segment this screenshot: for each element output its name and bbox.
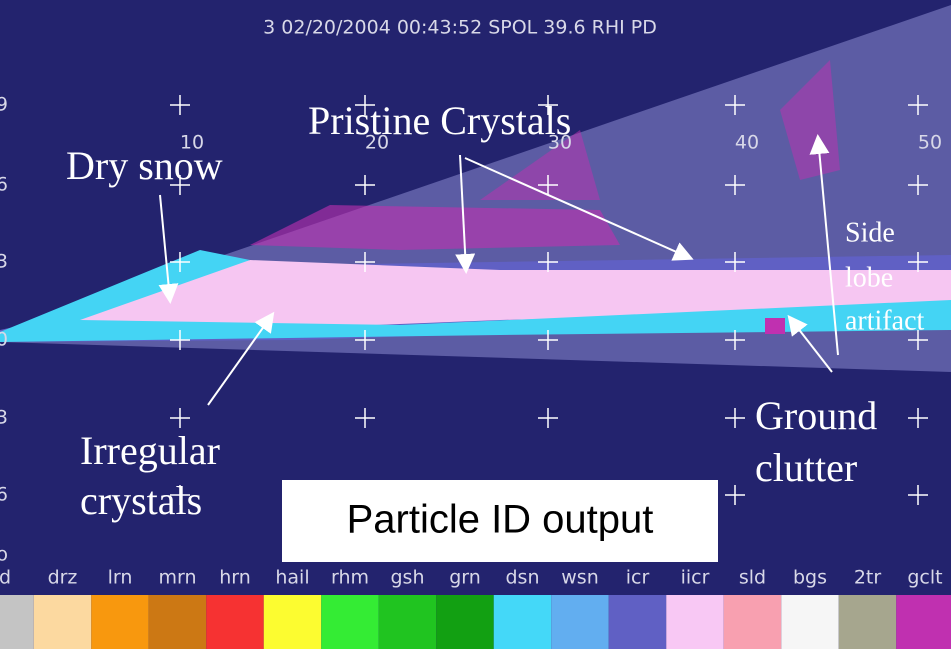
x-label: 50 (918, 132, 942, 154)
annotation: crystals (80, 478, 202, 523)
legend-label: dsn (505, 567, 539, 589)
box-text: Particle ID output (347, 498, 654, 542)
x-label: 40 (735, 132, 759, 154)
clutter (765, 318, 785, 334)
legend-label: gclt (907, 567, 942, 589)
legend-swatch (264, 595, 322, 649)
legend-swatch (896, 595, 951, 649)
legend-label: rhm (331, 567, 369, 589)
x-label: 30 (548, 132, 572, 154)
legend-swatch (91, 595, 149, 649)
y-label: -3 (0, 251, 8, 273)
legend-label: d (0, 567, 11, 589)
legend-swatch (149, 595, 207, 649)
legend-swatch (34, 595, 92, 649)
legend-swatch (321, 595, 379, 649)
title: 3 02/20/2004 00:43:52 SPOL 39.6 RHI PD (263, 17, 657, 39)
legend-label: hrn (219, 567, 251, 589)
annotation: lobe (845, 262, 893, 293)
legend-label: icr (626, 567, 650, 589)
y-label: -6 (0, 174, 8, 196)
y-label: --3 (0, 407, 8, 429)
legend-swatch (839, 595, 897, 649)
legend-swatch (781, 595, 839, 649)
annotation: clutter (755, 445, 857, 490)
y-label: -9 (0, 94, 8, 116)
x-label: 20 (365, 132, 389, 154)
radar-figure: 3 02/20/2004 00:43:52 SPOL 39.6 RHI PD P… (0, 0, 951, 649)
legend-label: sld (739, 567, 766, 589)
annotation: Ground (755, 393, 877, 438)
legend-label: wsn (561, 567, 598, 589)
legend-label: drz (48, 567, 78, 589)
annotation: Irregular (80, 428, 220, 473)
legend-label: 2tr (854, 567, 882, 589)
legend-swatch (494, 595, 552, 649)
legend-label: lrn (108, 567, 133, 589)
legend-label: grn (449, 567, 481, 589)
legend-label: iicr (681, 567, 710, 589)
y-label: --6 (0, 484, 8, 506)
legend-label: mrn (158, 567, 196, 589)
legend-swatch (724, 595, 782, 649)
legend-swatch (666, 595, 724, 649)
annotation: Side (845, 217, 895, 248)
x-label: 10 (180, 132, 204, 154)
legend-swatch (379, 595, 437, 649)
y-label: -0 (0, 329, 8, 351)
annotation: Pristine Crystals (308, 98, 571, 143)
legend-swatch (609, 595, 667, 649)
legend-label: bgs (793, 567, 827, 589)
y-label: o (0, 544, 8, 566)
annotation: artifact (845, 305, 924, 336)
legend-label: hail (275, 567, 309, 589)
legend-swatch (551, 595, 609, 649)
legend-swatch (436, 595, 494, 649)
legend-swatch (0, 595, 34, 649)
legend-swatch (206, 595, 264, 649)
legend-label: gsh (390, 567, 424, 589)
